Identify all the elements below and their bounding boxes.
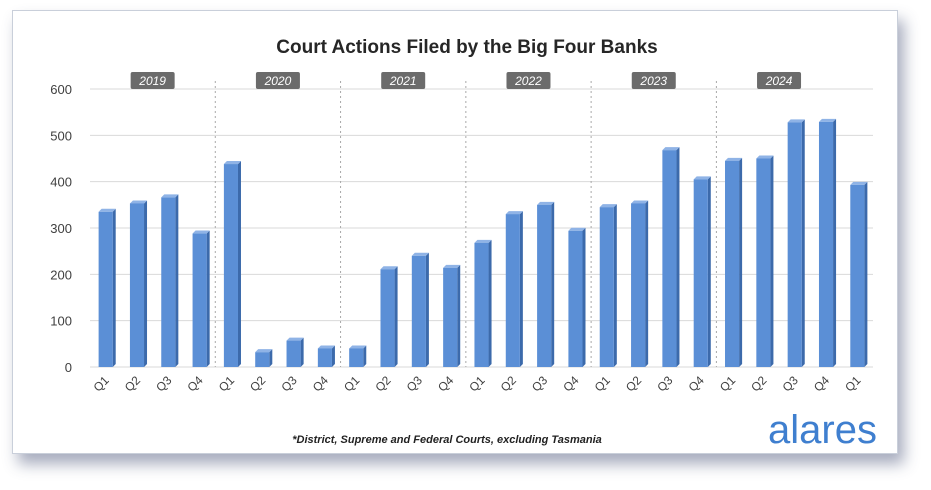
bar (443, 264, 461, 367)
x-tick-label: Q1 (592, 373, 613, 394)
x-tick-label: Q3 (404, 373, 425, 394)
x-tick-label: Q1 (717, 373, 738, 394)
svg-text:2023: 2023 (639, 74, 667, 88)
alares-logo: alares (768, 408, 877, 452)
svg-text:2021: 2021 (389, 74, 417, 88)
y-axis: 0 100 200 300 400 500 600 (50, 82, 72, 375)
x-tick-label: Q4 (310, 373, 331, 394)
x-tick-label: Q4 (560, 373, 581, 394)
bar (599, 204, 617, 367)
bar (818, 118, 837, 367)
bar (255, 349, 273, 367)
x-tick-label: Q4 (185, 373, 206, 394)
bar (411, 252, 429, 367)
chart-frame: Court Actions Filed by the Big Four Bank… (12, 10, 898, 454)
x-tick-label: Q1 (91, 373, 112, 394)
x-tick-label: Q3 (529, 373, 550, 394)
year-label: 2024 (757, 72, 802, 89)
bar (756, 155, 774, 367)
x-tick-label: Q4 (686, 373, 707, 394)
bar (98, 208, 116, 367)
y-tick-label: 400 (50, 175, 72, 190)
x-tick-label: Q2 (623, 373, 644, 394)
bars (98, 118, 868, 367)
bar (662, 147, 680, 367)
y-tick-label: 500 (50, 128, 72, 143)
bar (349, 345, 367, 367)
y-tick-label: 0 (65, 360, 72, 375)
svg-text:2019: 2019 (138, 74, 166, 88)
bar (286, 337, 304, 367)
bar (693, 176, 711, 367)
svg-text:2022: 2022 (514, 74, 542, 88)
x-tick-label: Q2 (122, 373, 143, 394)
bar (474, 239, 492, 367)
bar (192, 230, 210, 367)
x-tick-label: Q4 (811, 373, 832, 394)
year-label: 2020 (255, 72, 300, 89)
bar (129, 200, 148, 367)
y-tick-label: 200 (50, 267, 72, 282)
footnote: *District, Supreme and Federal Courts, e… (292, 434, 602, 446)
year-label: 2021 (381, 72, 426, 89)
bar (505, 211, 523, 367)
bar (537, 201, 555, 367)
bar (568, 227, 586, 367)
svg-text:2020: 2020 (264, 74, 292, 88)
x-tick-label: Q1 (216, 373, 237, 394)
x-tick-label: Q3 (654, 373, 675, 394)
x-tick-label: Q2 (748, 373, 769, 394)
x-tick-label: Q3 (780, 373, 801, 394)
y-tick-label: 300 (50, 221, 72, 236)
x-tick-label: Q2 (498, 373, 519, 394)
bar (317, 345, 335, 367)
svg-text:2024: 2024 (765, 74, 793, 88)
bar (631, 200, 649, 367)
bar (725, 157, 743, 367)
y-tick-label: 100 (50, 314, 72, 329)
chart-title: Court Actions Filed by the Big Four Bank… (276, 37, 657, 58)
x-tick-label: Q1 (341, 373, 362, 394)
x-tick-label: Q2 (372, 373, 393, 394)
bar (380, 266, 398, 367)
x-tick-label: Q1 (466, 373, 487, 394)
bar (787, 119, 805, 367)
year-label: 2022 (506, 72, 551, 89)
x-tick-label: Q3 (278, 373, 299, 394)
bar (223, 161, 241, 367)
y-tick-label: 600 (50, 82, 72, 97)
year-label: 2023 (631, 72, 676, 89)
x-tick-label: Q2 (247, 373, 268, 394)
year-label: 2019 (130, 72, 175, 89)
x-tick-label: Q4 (435, 373, 456, 394)
x-tick-label: Q3 (153, 373, 174, 394)
bar-chart: Court Actions Filed by the Big Four Bank… (50, 37, 877, 452)
x-axis: Q1 Q2 Q3 Q4 Q1 Q2 Q3 Q4 Q1 Q2 Q3 Q4 Q1 Q2 Q3 Q4 Q1 Q2 Q3 Q4… (91, 373, 864, 394)
bar (161, 194, 179, 367)
x-tick-label: Q1 (842, 373, 863, 394)
bar (850, 181, 868, 367)
year-labels: 2019 2020 2021 2022 2023 2024 (130, 72, 802, 89)
